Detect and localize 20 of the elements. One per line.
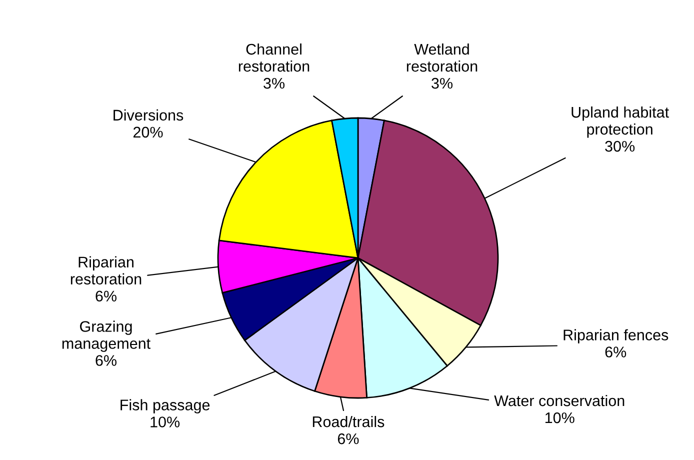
slice-label: Grazing management [62, 320, 150, 352]
data-label: 10% [545, 412, 574, 424]
slice-label: Water conservation [494, 394, 624, 406]
slice-label: Upland habitat protection [572, 106, 669, 138]
slice-label: Riparian fences [564, 329, 668, 344]
data-label: 3% [432, 78, 452, 89]
slice-label: Road/trails [312, 416, 384, 428]
slice-label: Fish passage [120, 399, 210, 414]
data-label: 6% [338, 433, 359, 444]
slice-label: Riparian restoration [70, 256, 142, 284]
slice-label: Diversions [114, 109, 184, 121]
slice-label: Wetland restoration [406, 43, 478, 72]
data-label: 6% [605, 346, 626, 358]
data-label: 30% [605, 140, 635, 152]
data-label: 10% [150, 416, 180, 428]
slice-label: Channel restoration [238, 43, 310, 72]
data-label: 20% [133, 126, 163, 138]
data-label: 6% [96, 355, 116, 366]
data-label: 3% [264, 78, 284, 89]
data-label: 6% [96, 290, 116, 302]
